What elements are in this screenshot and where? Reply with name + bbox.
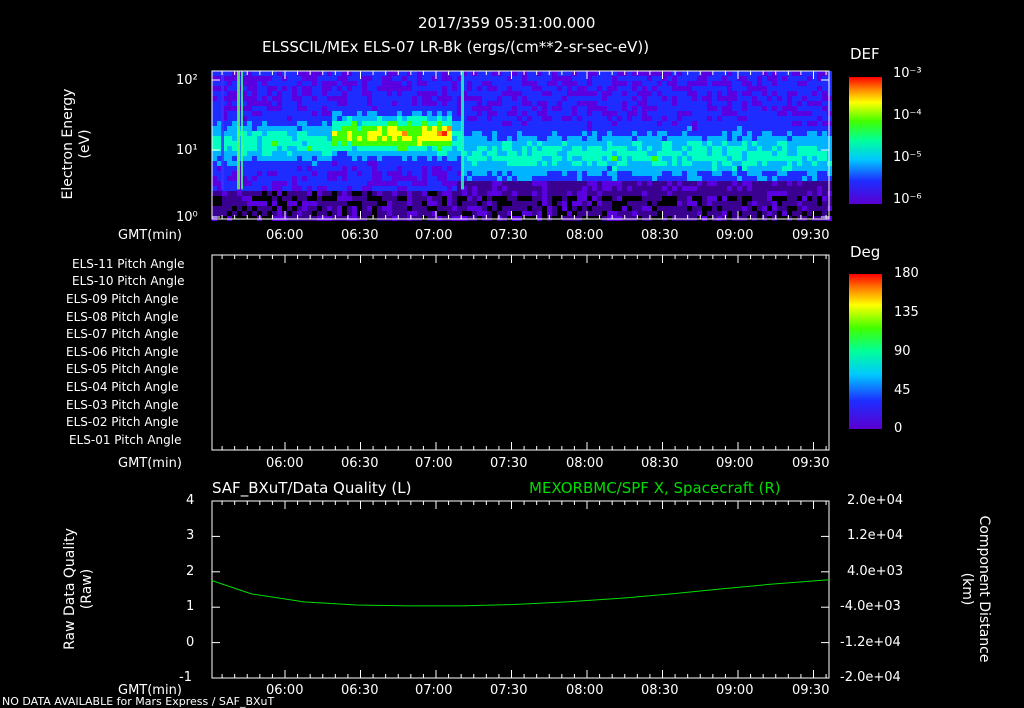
def-colorbar-title: DEF [850, 45, 880, 63]
pitch-angle-frame [211, 254, 830, 451]
panel2-xtick: 08:00 [566, 456, 604, 471]
pitch-angle-row-label: ELS-02 Pitch Angle [66, 415, 179, 429]
pitch-angle-row-label: ELS-11 Pitch Angle [72, 257, 185, 271]
energy-tick-100: 10² [176, 73, 198, 88]
left-ytick: 0 [186, 635, 195, 650]
pitch-angle-row-label: ELS-03 Pitch Angle [66, 398, 179, 412]
spf-x-series-line [211, 579, 830, 607]
right-ytick: -1.2e+04 [840, 635, 901, 650]
pitch-angle-row-label: ELS-04 Pitch Angle [66, 380, 179, 394]
panel3-xtick: 08:30 [641, 683, 679, 698]
deg-colorbar-label: 180 [894, 266, 919, 281]
no-data-note: NO DATA AVAILABLE for Mars Express / SAF… [2, 695, 275, 708]
panel1-xtick: 08:30 [641, 228, 679, 243]
panel3-left-title: SAF_BXuT/Data Quality (L) [212, 479, 412, 497]
panel3-xtick: 09:30 [792, 683, 830, 698]
right-ytick: -2.0e+04 [840, 670, 901, 685]
pitch-angle-row-label: ELS-08 Pitch Angle [66, 310, 179, 324]
def-colorbar-label: 10⁻⁴ [893, 108, 922, 123]
panel1-xtick: 07:00 [415, 228, 453, 243]
panel1-xtick: 07:30 [490, 228, 528, 243]
panel1-xtick: 09:00 [716, 228, 754, 243]
left-ytick: -1 [179, 670, 192, 685]
pitch-angle-row-label: ELS-10 Pitch Angle [72, 274, 185, 288]
panel1-xtick: 06:30 [341, 228, 379, 243]
panel3-xtick: 06:30 [341, 683, 379, 698]
energy-tick-1: 10⁰ [176, 210, 198, 225]
pitch-angle-row-label: ELS-09 Pitch Angle [66, 292, 179, 306]
panel1-title: ELSSCIL/MEx ELS-07 LR-Bk (ergs/(cm**2-sr… [262, 38, 650, 56]
panel3-xtick: 08:00 [566, 683, 604, 698]
panel3-xtick: 07:00 [415, 683, 453, 698]
def-colorbar-label: 10⁻³ [893, 66, 922, 81]
panel3-xtick: 07:30 [490, 683, 528, 698]
def-colorbar-label: 10⁻⁵ [893, 150, 922, 165]
panel3-xtick: 09:00 [716, 683, 754, 698]
panel3-right-title: MEXORBMC/SPF X, Spacecraft (R) [529, 479, 781, 497]
component-distance-axis-label: Component Distance (km) [959, 515, 992, 663]
spectrogram-frame [211, 70, 830, 220]
left-ytick: 2 [186, 564, 195, 579]
right-ytick: -4.0e+03 [840, 599, 901, 614]
panel3-xtick: 06:00 [266, 683, 304, 698]
deg-colorbar-label: 0 [894, 421, 903, 436]
def-colorbar-label: 10⁻⁶ [893, 192, 922, 207]
panel2-xtick: 07:30 [490, 456, 528, 471]
deg-colorbar-label: 90 [894, 344, 911, 359]
panel2-xtick: 07:00 [415, 456, 453, 471]
left-ytick: 3 [186, 528, 195, 543]
deg-colorbar-label: 45 [894, 383, 911, 398]
panel2-xaxis-label: GMT(min) [118, 456, 182, 471]
deg-colorbar-title: Deg [850, 243, 881, 261]
panel1-xtick: 09:30 [792, 228, 830, 243]
panel1-xaxis-label: GMT(min) [118, 228, 182, 243]
left-ytick: 4 [186, 493, 195, 508]
line-plot-frame [211, 500, 830, 679]
panel1-xtick: 08:00 [566, 228, 604, 243]
pitch-angle-row-label: ELS-07 Pitch Angle [66, 327, 179, 341]
spectrogram [212, 71, 832, 221]
raw-quality-axis-label: Raw Data Quality (Raw) [62, 528, 95, 650]
axis-ticks [212, 71, 829, 679]
panel3-xaxis-label: GMT(min) [118, 683, 182, 698]
right-ytick: 2.0e+04 [847, 493, 904, 508]
left-ytick: 1 [186, 599, 195, 614]
panel2-xtick: 09:00 [716, 456, 754, 471]
pitch-angle-row-label: ELS-06 Pitch Angle [66, 345, 179, 359]
right-ytick: 4.0e+03 [847, 564, 904, 579]
panel2-xtick: 06:30 [341, 456, 379, 471]
right-ytick: 1.2e+04 [847, 528, 904, 543]
timestamp-title: 2017/359 05:31:00.000 [418, 14, 596, 32]
panel2-xtick: 08:30 [641, 456, 679, 471]
panel1-xtick: 06:00 [266, 228, 304, 243]
energy-tick-10: 10¹ [176, 143, 198, 158]
panel2-xtick: 09:30 [792, 456, 830, 471]
deg-colorbar-label: 135 [894, 305, 919, 320]
pitch-angle-row-label: ELS-01 Pitch Angle [69, 433, 182, 447]
def-colorbar [849, 77, 882, 204]
deg-colorbar [849, 274, 882, 429]
pitch-angle-row-label: ELS-05 Pitch Angle [66, 362, 179, 376]
panel2-xtick: 06:00 [266, 456, 304, 471]
